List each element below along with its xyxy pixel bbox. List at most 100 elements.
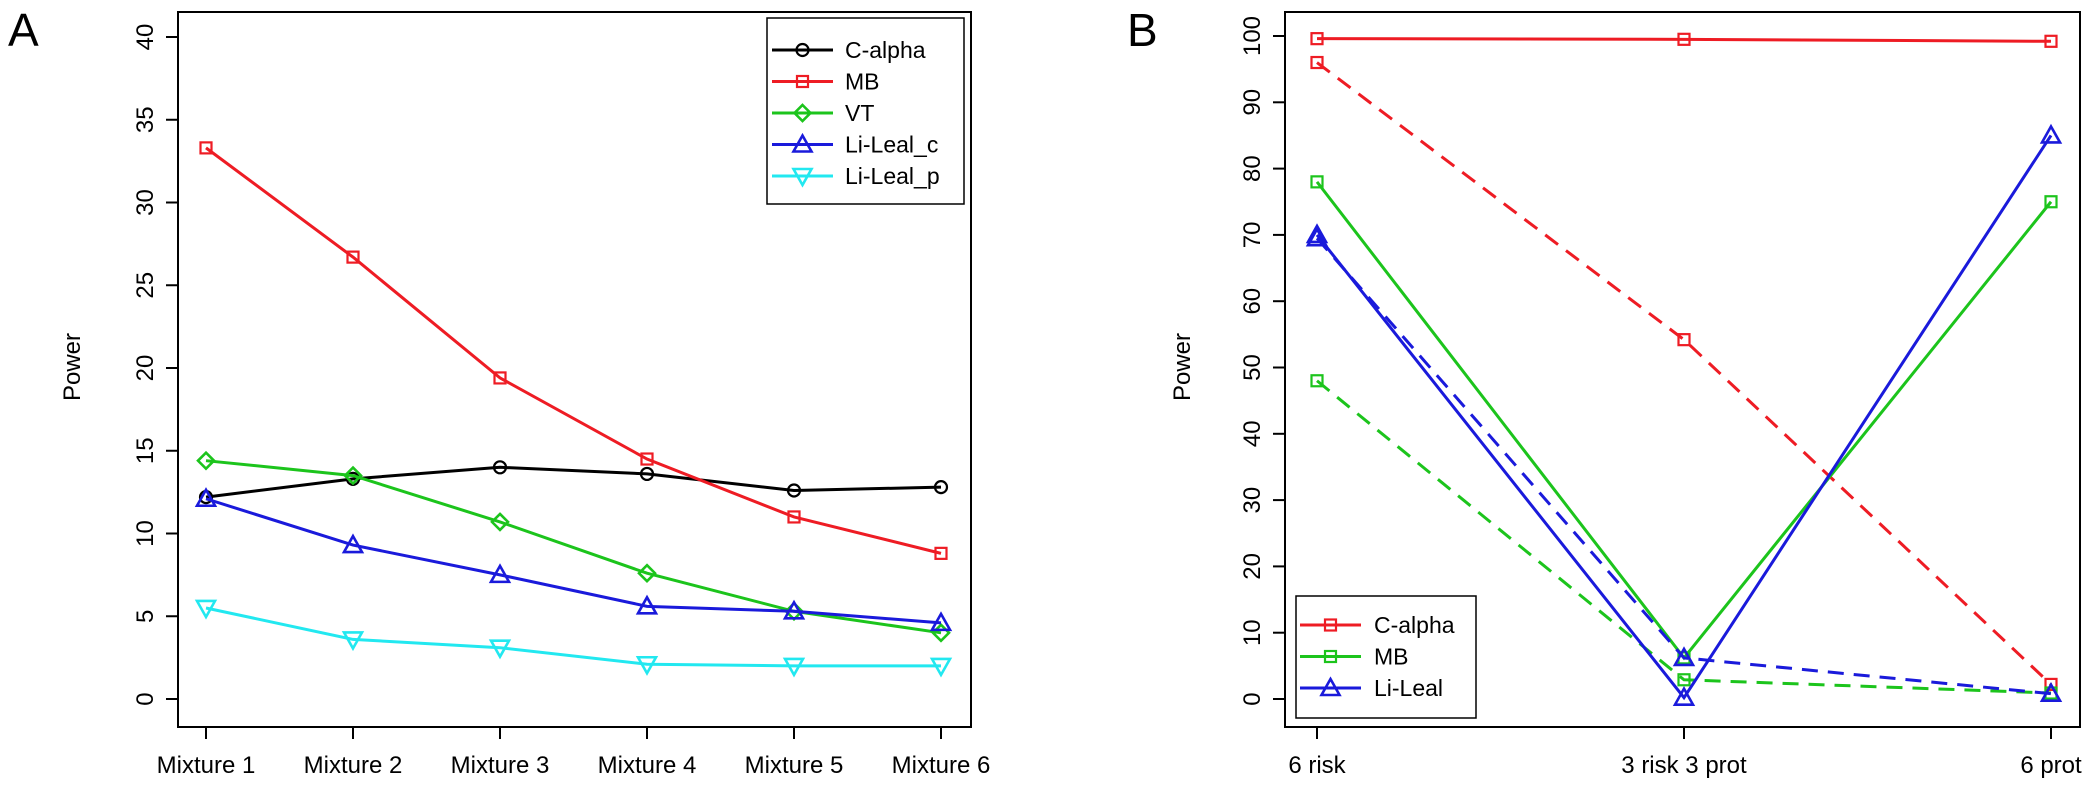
panel-b-series-4-line xyxy=(1315,134,2053,701)
panel-b-ytick-label-0: 0 xyxy=(1239,692,1266,705)
panel-b-series-2-point-2 xyxy=(2044,195,2058,209)
panel-a-legend-marker-4 xyxy=(791,167,814,188)
panel-b-plot-frame xyxy=(1284,11,2081,728)
panel-a-legend-label-1: MB xyxy=(845,69,880,95)
panel-b-ytick-label-7: 70 xyxy=(1239,222,1266,249)
panel-a-legend-label-0: C-alpha xyxy=(845,37,926,63)
panel-a-series-3-point-5 xyxy=(929,611,953,632)
panel-b-series-5-point-1 xyxy=(1672,646,1696,667)
panel-b-legend-label-2: Li-Leal xyxy=(1374,675,1443,701)
panel-a-series-1-point-0 xyxy=(199,141,213,155)
panel-b-series-0-point-2 xyxy=(2044,34,2058,48)
panel-a-ytick-label-5: 25 xyxy=(132,272,159,299)
panel-a-legend-label-2: VT xyxy=(845,100,874,126)
panel-b-series-0-line xyxy=(1316,37,2052,43)
panel-a-series-3-point-1 xyxy=(341,533,365,554)
panel-b-ytick-label-1: 10 xyxy=(1239,619,1266,646)
panel-b-legend-label-0: C-alpha xyxy=(1374,612,1455,638)
panel-a-series-0-line xyxy=(205,465,942,499)
panel-b-series-2-point-0 xyxy=(1310,175,1324,189)
panel-a-xtick-label-4: Mixture 5 xyxy=(745,752,844,779)
panel-b-series-3-point-0 xyxy=(1310,374,1324,388)
panel-a-xtick-label-0: Mixture 1 xyxy=(157,752,256,779)
panel-b-ytick-label-6: 60 xyxy=(1239,288,1266,315)
panel-a-series-4-point-3 xyxy=(635,655,659,676)
panel-b-series-3-point-1 xyxy=(1677,673,1691,687)
panel-a-ylabel: Power xyxy=(59,333,86,401)
panel-a-ytick-label-8: 40 xyxy=(132,24,159,51)
panel-a-series-2-point-3 xyxy=(637,563,657,584)
panel-b-series-5-point-0 xyxy=(1305,226,1329,247)
panel-b-series-1-point-1 xyxy=(1677,333,1691,347)
panel-a-letter: A xyxy=(8,4,39,56)
panel-a-series-3-point-4 xyxy=(782,599,806,620)
panel-b-legend-marker-1 xyxy=(1323,649,1338,664)
panel-a-series-0-point-5 xyxy=(933,480,949,495)
panel-a-series-1-point-2 xyxy=(493,371,507,385)
panel-a-ytick-label-4: 20 xyxy=(132,355,159,382)
panel-a-series-1-point-1 xyxy=(346,250,360,264)
panel-b-ylabel: Power xyxy=(1169,333,1196,401)
panel-a-series-4-point-0 xyxy=(194,599,218,620)
panel-a-series-3-point-3 xyxy=(635,594,659,615)
panel-a-series-4-point-1 xyxy=(341,631,365,652)
panel-b-series-0-point-1 xyxy=(1677,32,1691,46)
panel-b: B 0 10 20 30 40 50 60 70 80 90 100 6 risk 3 risk 3 p… xyxy=(1127,4,2082,779)
panel-b-ytick-label-2: 20 xyxy=(1239,553,1266,580)
panel-b-series-4-point-1 xyxy=(1672,686,1696,706)
panel-a-series-1-point-5 xyxy=(934,546,948,560)
panel-b-ytick-label-10: 100 xyxy=(1239,16,1266,56)
panel-a-ytick-label-2: 10 xyxy=(132,520,159,547)
panel-b-series-1-point-2 xyxy=(2044,677,2058,692)
panel-a-legend-marker-0 xyxy=(795,42,810,58)
panel-b-legend-marker-2 xyxy=(1319,676,1342,697)
panel-a-ytick-label-0: 0 xyxy=(132,692,159,705)
panel-a-legend-label-3: Li-Leal_c xyxy=(845,132,938,158)
panel-b-series-5-point-2 xyxy=(2039,682,2063,702)
panel-b-ytick-label-4: 40 xyxy=(1239,420,1266,447)
panel-a-xtick-label-3: Mixture 4 xyxy=(598,752,697,779)
panel-a-ytick-label-6: 30 xyxy=(132,189,159,216)
panel-b-ytick-label-3: 30 xyxy=(1239,487,1266,514)
panel-a-series-4-point-5 xyxy=(929,657,953,678)
panel-a-series-1-point-3 xyxy=(640,452,654,466)
panel-a-series-3-point-0 xyxy=(194,487,218,508)
panel-b-xtick-label-1: 3 risk 3 prot xyxy=(1621,752,1747,779)
panel-a-plot-frame xyxy=(177,11,972,728)
panel-a: A 0 5 10 15 20 25 30 35 40 Mixture 1 Mixture 2 Mixt… xyxy=(8,4,990,779)
panel-a-xtick-label-2: Mixture 3 xyxy=(451,752,550,779)
panel-b-series-0-point-0 xyxy=(1310,32,1324,46)
panel-a-xtick-label-5: Mixture 6 xyxy=(892,752,991,779)
panel-a-legend-label-4: Li-Leal_p xyxy=(845,163,940,189)
panel-b-letter: B xyxy=(1127,4,1158,56)
panel-a-series-0-point-3 xyxy=(639,466,655,482)
panel-a-series-1-line xyxy=(205,146,942,555)
panel-b-xtick-label-2: 6 prot xyxy=(2020,752,2082,779)
panel-b-series-2-line xyxy=(1315,180,2053,661)
panel-b-series-5-line xyxy=(1315,237,2052,696)
panel-a-series-3-point-2 xyxy=(488,563,512,584)
panel-b-ytick-label-5: 50 xyxy=(1239,354,1266,381)
panel-b-legend-marker-0 xyxy=(1323,618,1338,632)
panel-a-xtick-label-1: Mixture 2 xyxy=(304,752,403,779)
panel-a-ytick-label-1: 5 xyxy=(132,610,159,623)
panel-b-xtick-label-0: 6 risk xyxy=(1288,752,1346,779)
panel-a-series-4-point-2 xyxy=(488,639,512,660)
panel-a-series-3-line xyxy=(205,497,942,625)
panel-b-series-4-point-2 xyxy=(2039,123,2063,144)
panel-a-series-2-line xyxy=(205,459,942,635)
panel-a-legend-marker-1 xyxy=(795,74,810,89)
panel-a-series-2-point-1 xyxy=(343,465,363,486)
panel-a-series-2-point-2 xyxy=(490,512,510,532)
panel-a-series-4-point-4 xyxy=(782,657,806,678)
panel-a-series-1-point-4 xyxy=(787,510,801,524)
panel-a-series-0-point-4 xyxy=(786,483,802,498)
panel-b-series-3-line xyxy=(1316,379,2052,695)
panel-a-series-4-line xyxy=(205,606,941,668)
panel-b-ytick-label-8: 80 xyxy=(1239,155,1266,182)
panel-a-ytick-label-7: 35 xyxy=(132,106,159,133)
panel-a-series-2-point-0 xyxy=(196,450,216,471)
panel-a-series-0-point-2 xyxy=(492,460,508,475)
